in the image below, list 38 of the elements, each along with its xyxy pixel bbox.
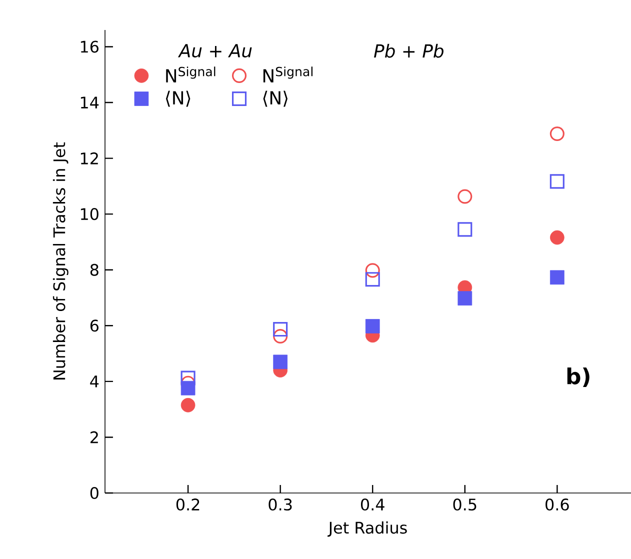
- point: [365, 272, 380, 287]
- y-tick-label: 4: [90, 376, 99, 388]
- point: [273, 328, 288, 344]
- point: [273, 354, 288, 370]
- legend-label: N$^{Signal}$: [263, 66, 312, 82]
- y-axis-title: Number of Signal Tracks in Jet: [52, 142, 68, 380]
- legend-label: ⟨N⟩: [166, 90, 190, 107]
- y-tick-label: 6: [90, 320, 98, 332]
- y-tick-label: 12: [80, 152, 98, 164]
- point: [365, 319, 380, 334]
- point: [180, 398, 196, 412]
- point: [365, 263, 380, 278]
- legend-label: ⟨N⟩: [263, 90, 288, 107]
- point: [458, 189, 472, 204]
- x-tick-label: 0.2: [176, 498, 200, 511]
- y-tick-label: 10: [80, 208, 98, 220]
- x-tick-label: 0.6: [546, 498, 569, 511]
- y-tick-label: 0: [90, 486, 98, 500]
- point: [550, 270, 564, 285]
- point: [180, 370, 196, 386]
- annotation: Au + Au: [178, 44, 252, 58]
- y-tick-label: 8: [90, 264, 98, 276]
- point: [458, 291, 472, 306]
- point: [550, 230, 564, 245]
- y-tick-label: 16: [80, 40, 98, 53]
- point: [550, 174, 564, 189]
- legend-label: N$^{Signal}$: [166, 66, 216, 82]
- y-tick-label: 14: [80, 96, 99, 108]
- y-tick-label: 2: [90, 431, 98, 444]
- x-tick-label: 0.4: [360, 498, 384, 511]
- x-axis-title: Jet Radius: [328, 521, 407, 537]
- point: [550, 126, 564, 142]
- point: [458, 222, 472, 237]
- point: [273, 322, 288, 337]
- annotation: b): [567, 367, 590, 388]
- x-tick-label: 0.3: [268, 498, 292, 511]
- annotation: Pb + Pb: [374, 44, 444, 58]
- x-tick-label: 0.5: [453, 498, 476, 511]
